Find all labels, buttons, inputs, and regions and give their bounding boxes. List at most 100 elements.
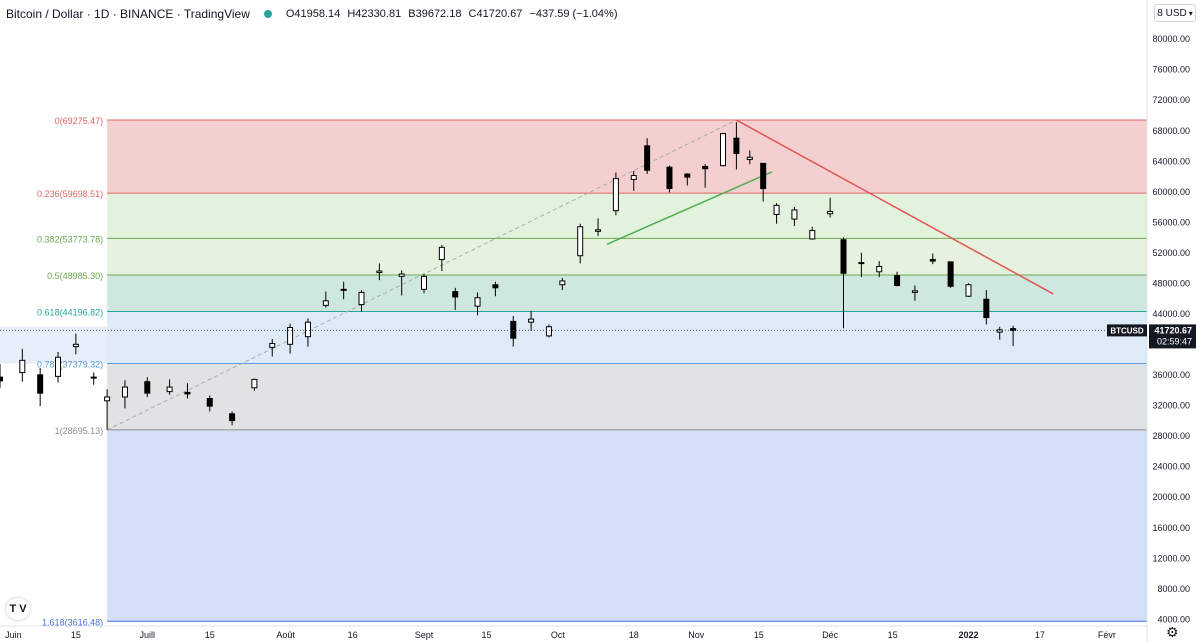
fib-zone <box>107 238 1148 275</box>
candle[interactable] <box>827 197 834 218</box>
candle[interactable] <box>206 395 213 412</box>
candle[interactable] <box>733 122 740 170</box>
candle[interactable] <box>702 164 709 188</box>
candle[interactable] <box>358 290 365 312</box>
candle[interactable] <box>72 333 79 355</box>
fib-level-label: 0.5(48985.30) <box>47 271 103 281</box>
x-tick-label: Déc <box>822 630 839 640</box>
candle[interactable] <box>746 150 753 165</box>
x-tick-label: 2022 <box>958 630 978 640</box>
fib-level-label: 0.382(53773.78) <box>37 234 103 244</box>
candle[interactable] <box>166 379 173 395</box>
candle[interactable] <box>322 291 329 308</box>
candle-body <box>184 391 191 395</box>
candle[interactable] <box>376 263 383 281</box>
candle[interactable] <box>720 132 727 167</box>
candle-body <box>322 300 329 306</box>
tradingview-logo-icon[interactable]: T V <box>6 598 30 620</box>
candle[interactable] <box>287 323 294 354</box>
candle[interactable] <box>184 383 191 399</box>
candle[interactable] <box>760 162 767 202</box>
candle[interactable] <box>37 367 44 407</box>
fib-zone <box>107 193 1148 239</box>
candle[interactable] <box>809 226 816 240</box>
low-value: B39672.18 <box>408 8 462 20</box>
candle[interactable] <box>858 252 865 278</box>
candle-body <box>492 284 499 289</box>
candle[interactable] <box>104 389 111 430</box>
candle[interactable] <box>595 218 602 236</box>
candle-body <box>911 290 918 293</box>
candle[interactable] <box>340 281 347 300</box>
candle-body <box>746 156 753 161</box>
trend-line[interactable] <box>736 119 1054 295</box>
candle-body <box>528 318 535 323</box>
candle[interactable] <box>947 261 954 288</box>
candle[interactable] <box>420 274 427 294</box>
candle[interactable] <box>510 316 517 347</box>
candle[interactable] <box>684 173 691 186</box>
price-tag-value: 41720.67 <box>1154 325 1192 335</box>
candle[interactable] <box>894 271 901 287</box>
y-tick-label: 60000.00 <box>1152 187 1190 197</box>
candle[interactable] <box>90 372 97 385</box>
candle-body <box>1010 328 1017 331</box>
candle[interactable] <box>269 338 276 357</box>
candle-body <box>760 162 767 190</box>
symbol-title[interactable]: Bitcoin / Dollar · 1D · BINANCE · Tradin… <box>6 7 250 21</box>
candle[interactable] <box>251 378 258 391</box>
candle[interactable] <box>545 324 552 338</box>
fib-zone <box>107 429 1148 622</box>
candle[interactable] <box>559 277 566 291</box>
candle[interactable] <box>528 310 535 331</box>
candle[interactable] <box>630 171 637 191</box>
candle[interactable] <box>644 138 651 175</box>
candle-body <box>304 321 311 338</box>
ohlc-values: O41958.14 H42330.81 B39672.18 C41720.67 … <box>286 8 622 20</box>
candle[interactable] <box>121 380 128 409</box>
candle[interactable] <box>19 348 26 382</box>
candle[interactable] <box>996 326 1003 340</box>
candle[interactable] <box>438 245 445 272</box>
candle-body <box>983 298 990 319</box>
candle[interactable] <box>612 172 619 216</box>
trend-line[interactable] <box>106 119 737 431</box>
candle-body <box>612 178 619 212</box>
gear-icon[interactable]: ⚙ <box>1166 624 1179 640</box>
candle[interactable] <box>0 364 3 388</box>
candle[interactable] <box>398 270 405 296</box>
candle[interactable] <box>791 206 798 226</box>
candle-body <box>702 165 709 170</box>
x-tick-label: Août <box>276 630 295 640</box>
candle[interactable] <box>876 261 883 278</box>
candle-body <box>438 246 445 261</box>
candle[interactable] <box>773 203 780 224</box>
candle[interactable] <box>474 292 481 316</box>
y-tick-label: 12000.00 <box>1152 553 1190 563</box>
candle[interactable] <box>304 318 311 347</box>
candle[interactable] <box>840 237 847 329</box>
candle[interactable] <box>55 351 62 383</box>
candle-body <box>90 376 97 379</box>
currency-selector[interactable]: 8 USD ▾ <box>1154 4 1196 22</box>
candle[interactable] <box>929 253 936 265</box>
candle-body <box>733 137 740 154</box>
candle[interactable] <box>452 287 459 310</box>
candle[interactable] <box>965 283 972 297</box>
candle-body <box>773 204 780 216</box>
fib-zone <box>107 120 1148 194</box>
candle[interactable] <box>1010 325 1017 347</box>
candle[interactable] <box>666 165 673 193</box>
candle[interactable] <box>492 281 499 297</box>
candle[interactable] <box>229 411 236 426</box>
x-tick-label: 17 <box>1035 630 1045 640</box>
candle-body <box>19 359 26 374</box>
candle[interactable] <box>911 285 918 301</box>
candle[interactable] <box>983 290 990 325</box>
trend-line[interactable] <box>606 171 773 245</box>
candle-body <box>104 396 111 402</box>
candle-body <box>894 275 901 287</box>
candle[interactable] <box>144 377 151 397</box>
candle[interactable] <box>577 223 584 264</box>
